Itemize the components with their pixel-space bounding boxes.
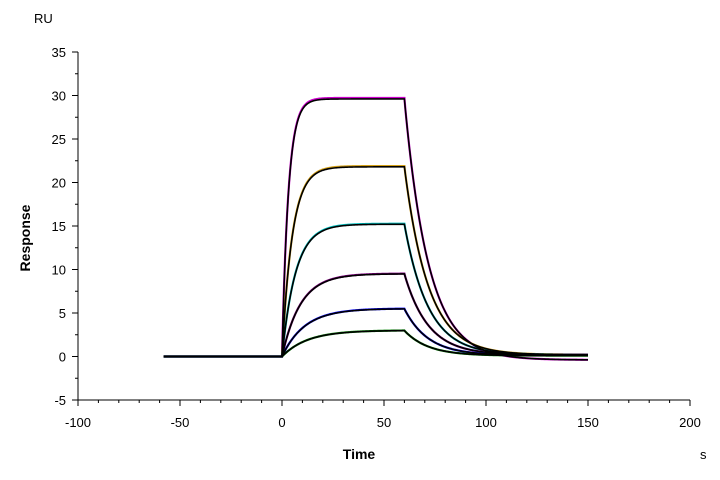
y-tick-label: 25	[52, 132, 66, 147]
measured-curve-2	[163, 164, 588, 358]
y-tick-label: 15	[52, 219, 66, 234]
x-axis-title: Time	[343, 446, 376, 462]
y-tick-label: 30	[52, 89, 66, 104]
y-tick-label: 35	[52, 45, 66, 60]
measured-curve-1	[163, 96, 589, 361]
x-tick-label: 200	[679, 415, 701, 430]
measured-curve-3	[163, 222, 589, 358]
x-tick-label: 50	[377, 415, 391, 430]
y-tick-label: -5	[54, 393, 66, 408]
y-tick-label: 20	[52, 176, 66, 191]
x-tick-label: -100	[65, 415, 91, 430]
x-unit-label: s	[700, 447, 707, 462]
fit-curve-2	[163, 166, 588, 358]
fit-curve-4	[163, 273, 588, 358]
y-unit-label: RU	[34, 11, 53, 26]
x-tick-label: -50	[171, 415, 190, 430]
y-tick-label: 0	[59, 350, 66, 365]
fit-curve-6	[163, 329, 588, 358]
fit-curve-5	[163, 308, 588, 358]
x-tick-label: 0	[278, 415, 285, 430]
measured-curve-4	[163, 272, 588, 358]
measured-curve-5	[163, 307, 588, 358]
x-tick-label: 100	[475, 415, 497, 430]
y-tick-label: 5	[59, 306, 66, 321]
x-tick-label: 150	[577, 415, 599, 430]
series-layer	[163, 96, 589, 361]
y-tick-label: 10	[52, 263, 66, 278]
fit-curve-1	[163, 98, 589, 361]
fit-curve-3	[163, 223, 589, 358]
y-axis-title: Response	[17, 204, 33, 271]
